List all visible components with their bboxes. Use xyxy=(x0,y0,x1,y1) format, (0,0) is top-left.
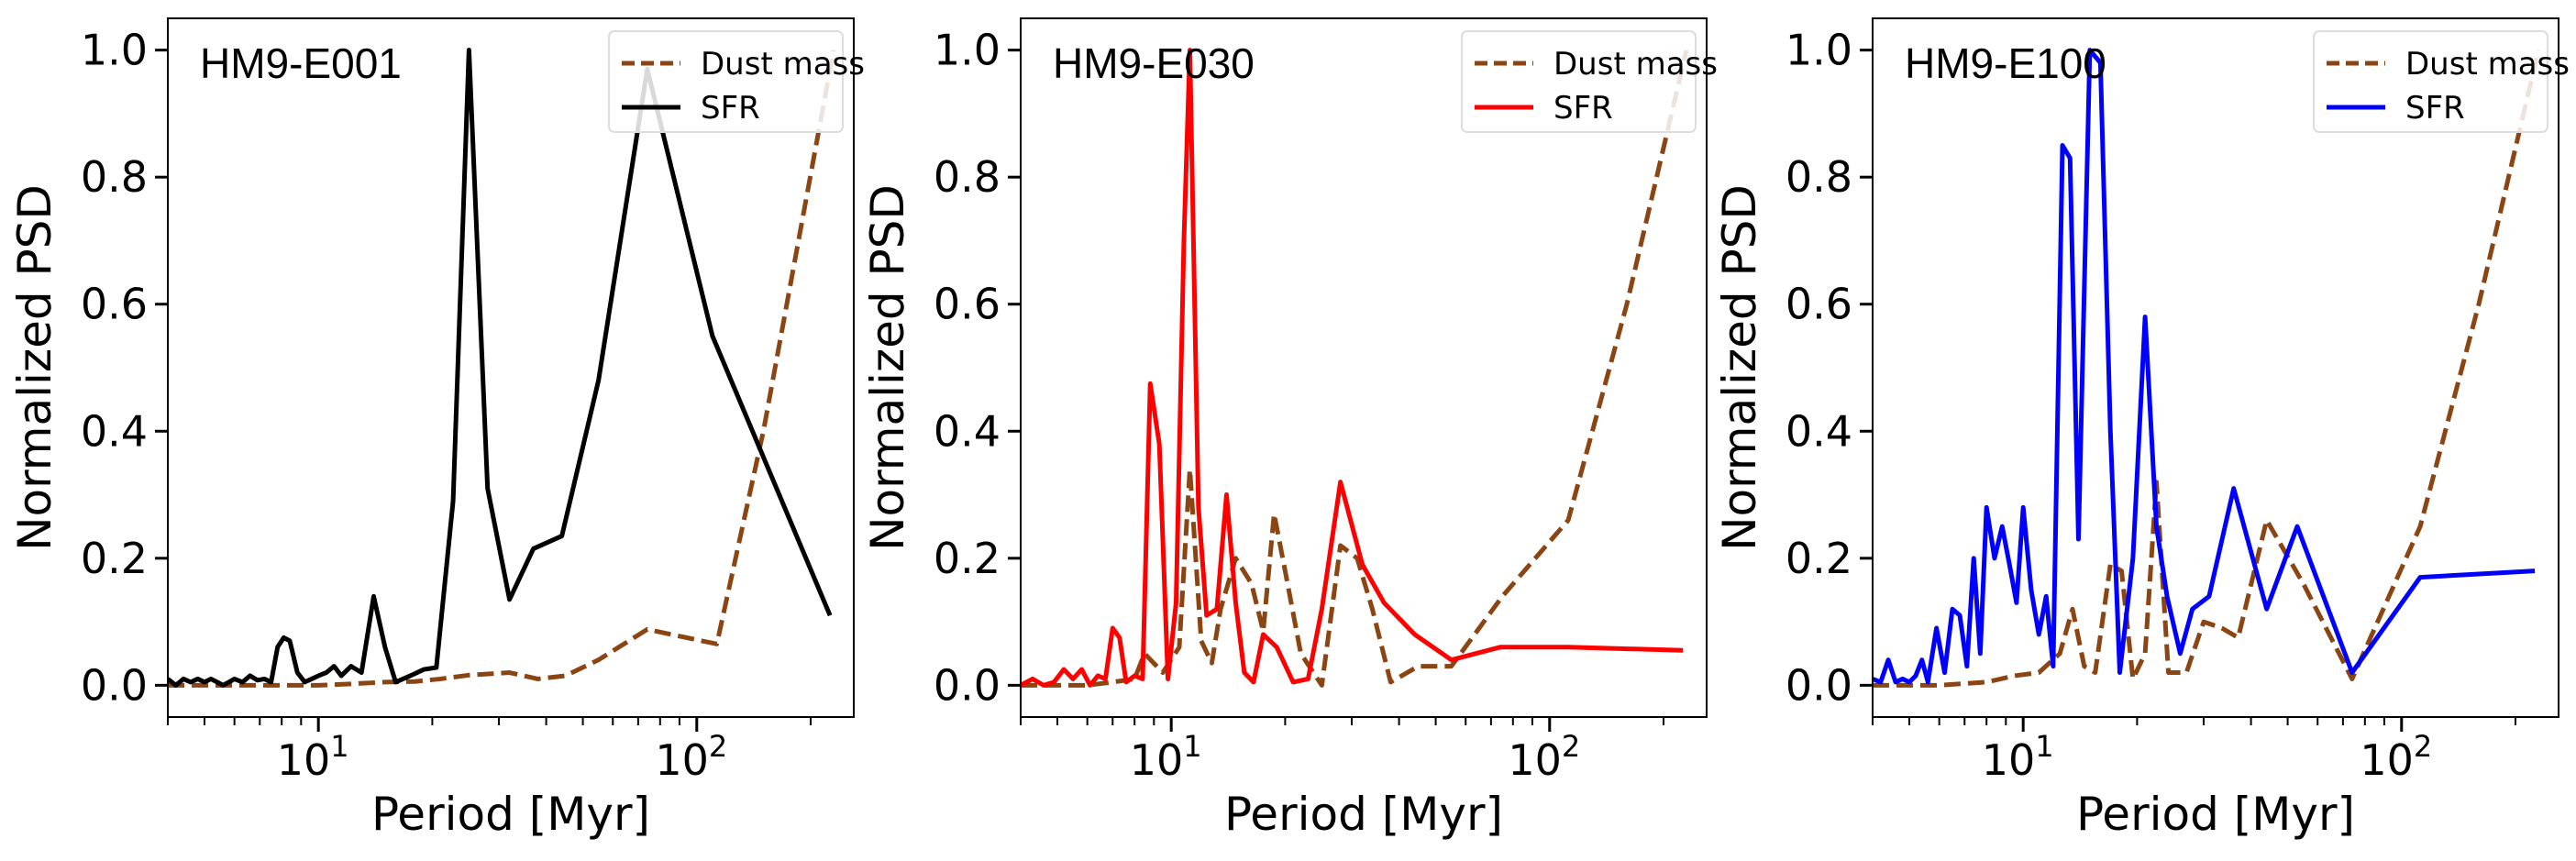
legend: Dust mass SFR xyxy=(2313,30,2570,133)
x-tick-label: 101 xyxy=(1130,729,1202,785)
y-tick-label: 1.0 xyxy=(1786,26,1852,75)
x-tick-exponent: 2 xyxy=(2414,729,2432,764)
x-tick-label: 101 xyxy=(277,729,349,785)
x-tick-exponent: 1 xyxy=(1183,729,1201,764)
legend: Dust mass SFR xyxy=(1461,30,1718,133)
x-tick-label: 102 xyxy=(2360,729,2432,785)
x-tick-label: 102 xyxy=(655,729,727,785)
y-tick-label: 1.0 xyxy=(81,26,148,75)
y-tick-label: 0.4 xyxy=(81,406,148,456)
panel-title: HM9-E001 xyxy=(200,39,402,87)
x-tick-base: 10 xyxy=(1130,735,1184,785)
y-axis-title: Normalized PSD xyxy=(8,184,61,551)
y-axis-title: Normalized PSD xyxy=(1713,184,1766,551)
legend-label: Dust mass xyxy=(1553,46,1718,83)
y-tick-label: 0.4 xyxy=(934,406,1001,456)
x-tick-label: 102 xyxy=(1508,729,1580,785)
series-line-sfr xyxy=(1021,48,1684,688)
series-line-sfr xyxy=(1873,48,2536,685)
x-tick-base: 10 xyxy=(1982,735,2036,785)
y-tick-label: 0.8 xyxy=(81,152,148,202)
y-tick-label: 0.6 xyxy=(1786,280,1852,329)
legend-label: Dust mass xyxy=(2405,46,2570,83)
y-tick-label: 0.0 xyxy=(1786,660,1852,710)
axes-frame xyxy=(167,17,855,718)
x-tick-base: 10 xyxy=(1508,735,1562,785)
series-group xyxy=(1021,48,1689,688)
panel-title: HM9-E030 xyxy=(1053,39,1255,87)
x-tick-label: 101 xyxy=(1982,729,2054,785)
panel-title: HM9-E100 xyxy=(1905,39,2106,87)
axes-frame xyxy=(1872,17,2559,718)
series-group xyxy=(168,48,836,688)
y-tick-label: 0.8 xyxy=(1786,152,1852,202)
y-tick-label: 0.4 xyxy=(1786,406,1852,456)
series-line-dust-mass xyxy=(1021,50,1689,688)
x-tick-base: 10 xyxy=(2360,735,2414,785)
x-axis-title: Period [Myr] xyxy=(2076,788,2355,841)
y-tick-label: 1.0 xyxy=(934,26,1001,75)
y-tick-label: 0.2 xyxy=(934,534,1001,583)
legend-label: Dust mass xyxy=(701,46,865,83)
x-axis-title: Period [Myr] xyxy=(1224,788,1503,841)
y-tick-label: 0.8 xyxy=(934,152,1001,202)
legend-label: SFR xyxy=(2405,90,2465,127)
y-tick-label: 0.6 xyxy=(81,280,148,329)
x-tick-base: 10 xyxy=(655,735,709,785)
x-tick-exponent: 2 xyxy=(1562,729,1580,764)
legend-label: SFR xyxy=(1553,90,1613,127)
x-tick-base: 10 xyxy=(277,735,331,785)
axes-frame xyxy=(1020,17,1708,718)
y-axis-title: Normalized PSD xyxy=(861,184,914,551)
x-axis-title: Period [Myr] xyxy=(371,788,650,841)
x-tick-exponent: 1 xyxy=(330,729,348,764)
x-tick-exponent: 1 xyxy=(2035,729,2053,764)
x-tick-exponent: 2 xyxy=(709,729,727,764)
y-tick-label: 0.6 xyxy=(934,280,1001,329)
y-tick-label: 0.0 xyxy=(81,660,148,710)
legend: Dust mass SFR xyxy=(608,30,865,133)
series-line-dust-mass xyxy=(1873,50,2541,688)
y-tick-label: 0.2 xyxy=(1786,534,1852,583)
y-tick-label: 0.0 xyxy=(934,660,1001,710)
series-line-dust-mass xyxy=(168,50,836,688)
y-tick-label: 0.2 xyxy=(81,534,148,583)
series-group xyxy=(1873,48,2541,688)
legend-label: SFR xyxy=(701,90,760,127)
series-line-sfr xyxy=(168,48,833,688)
